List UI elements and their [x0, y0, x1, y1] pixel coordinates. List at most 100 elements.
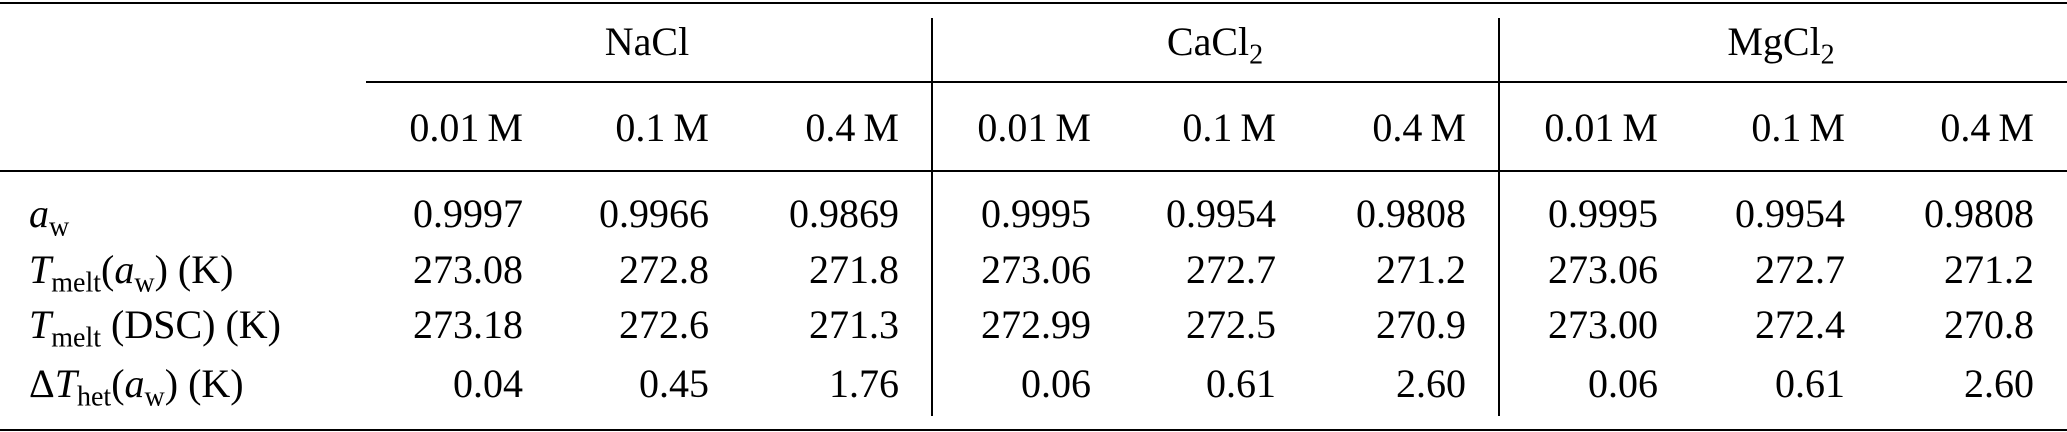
cell-value: 273.06 — [981, 247, 1091, 292]
cell: 0.9808 — [1356, 194, 1466, 234]
cell-value: 2.60 — [1396, 361, 1466, 406]
cell: 0.9997 — [413, 194, 523, 234]
column-header: 0.1 M — [615, 108, 709, 148]
cell: 273.18 — [413, 305, 523, 345]
group-name: NaCl — [604, 19, 690, 64]
cell: 0.61 — [1206, 364, 1276, 404]
cell-value: 0.9954 — [1166, 191, 1276, 236]
column-header: 0.01 M — [409, 108, 523, 148]
cell: 271.3 — [809, 305, 899, 345]
subscript: het — [76, 381, 112, 413]
concentration: 0.01 M — [977, 105, 1091, 150]
cell: 272.7 — [1186, 250, 1276, 290]
group-rule — [366, 81, 2067, 83]
subscript: w — [49, 211, 70, 243]
concentration: 0.1 M — [1182, 105, 1276, 150]
cell-value: 272.4 — [1755, 302, 1845, 347]
label-part: Δ — [29, 361, 55, 406]
cell: 272.4 — [1755, 305, 1845, 345]
cell: 271.2 — [1944, 250, 2034, 290]
cell: 2.60 — [1396, 364, 1466, 404]
cell: 272.99 — [981, 305, 1091, 345]
label-part: T — [54, 361, 77, 406]
column-header: 0.4 M — [1372, 108, 1466, 148]
concentration: 0.4 M — [805, 105, 899, 150]
cell: 273.06 — [981, 250, 1091, 290]
group-divider — [931, 18, 933, 416]
cell: 1.76 — [829, 364, 899, 404]
cell: 272.5 — [1186, 305, 1276, 345]
cell-value: 272.7 — [1755, 247, 1845, 292]
cell: 0.9966 — [599, 194, 709, 234]
concentration: 0.01 M — [409, 105, 523, 150]
top-rule — [0, 2, 2067, 4]
cell-value: 0.9869 — [789, 191, 899, 236]
cell-value: 271.3 — [809, 302, 899, 347]
cell: 273.08 — [413, 250, 523, 290]
subscript: 2 — [1820, 39, 1835, 71]
bottom-rule — [0, 429, 2067, 431]
cell-value: 270.8 — [1944, 302, 2034, 347]
cell: 0.04 — [453, 364, 523, 404]
cell-value: 273.18 — [413, 302, 523, 347]
cell-value: 0.61 — [1206, 361, 1276, 406]
cell: 270.8 — [1944, 305, 2034, 345]
cell: 272.6 — [619, 305, 709, 345]
cell: 0.9808 — [1924, 194, 2034, 234]
label-part: a — [114, 247, 135, 292]
label-part: ( — [111, 361, 125, 406]
cell-value: 2.60 — [1964, 361, 2034, 406]
group-divider — [1498, 18, 1500, 416]
cell-value: 270.9 — [1376, 302, 1466, 347]
row-label: aw — [29, 191, 69, 241]
row-label: ΔThet(aw) (K) — [29, 361, 244, 411]
group-name: MgCl — [1727, 19, 1821, 64]
label-part: a — [29, 191, 49, 236]
concentration: 0.01 M — [1544, 105, 1658, 150]
cell-value: 271.2 — [1944, 247, 2034, 292]
cell-value: 271.8 — [809, 247, 899, 292]
column-header: 0.01 M — [977, 108, 1091, 148]
row-label: Tmelt (DSC) (K) — [29, 302, 281, 352]
subscript: melt — [51, 267, 102, 299]
cell: 273.06 — [1548, 250, 1658, 290]
cell: 271.8 — [809, 250, 899, 290]
cell: 0.9995 — [1548, 194, 1658, 234]
group-name: CaCl — [1166, 19, 1250, 64]
cell-value: 0.9966 — [599, 191, 709, 236]
cell-value: 0.9808 — [1356, 191, 1466, 236]
cell-value: 0.06 — [1588, 361, 1658, 406]
concentration: 0.4 M — [1372, 105, 1466, 150]
concentration: 0.1 M — [615, 105, 709, 150]
group-header: MgCl2 — [1727, 19, 1834, 69]
cell: 0.06 — [1021, 364, 1091, 404]
subscript: w — [134, 267, 155, 299]
cell: 0.9954 — [1735, 194, 1845, 234]
label-part: T — [29, 302, 52, 347]
cell-value: 0.9997 — [413, 191, 523, 236]
group-header: NaCl — [605, 22, 689, 62]
cell: 0.06 — [1588, 364, 1658, 404]
subscript: w — [144, 381, 165, 413]
subscript: melt — [51, 322, 102, 354]
cell-value: 0.9995 — [1548, 191, 1658, 236]
column-header: 0.1 M — [1751, 108, 1845, 148]
cell-value: 0.61 — [1775, 361, 1845, 406]
cell-value: 272.7 — [1186, 247, 1276, 292]
cell-value: 273.08 — [413, 247, 523, 292]
concentration: 0.1 M — [1751, 105, 1845, 150]
concentration: 0.4 M — [1940, 105, 2034, 150]
cell-value: 0.45 — [639, 361, 709, 406]
row-label: Tmelt(aw) (K) — [29, 247, 233, 297]
cell: 270.9 — [1376, 305, 1466, 345]
cell-value: 273.06 — [1548, 247, 1658, 292]
label-part: (DSC) (K) — [101, 302, 281, 347]
cell-value: 0.06 — [1021, 361, 1091, 406]
cell-value: 272.8 — [619, 247, 709, 292]
cell: 273.00 — [1548, 305, 1658, 345]
cell-value: 273.00 — [1548, 302, 1658, 347]
header-rule — [0, 170, 2067, 172]
cell-value: 272.99 — [981, 302, 1091, 347]
column-header: 0.1 M — [1182, 108, 1276, 148]
